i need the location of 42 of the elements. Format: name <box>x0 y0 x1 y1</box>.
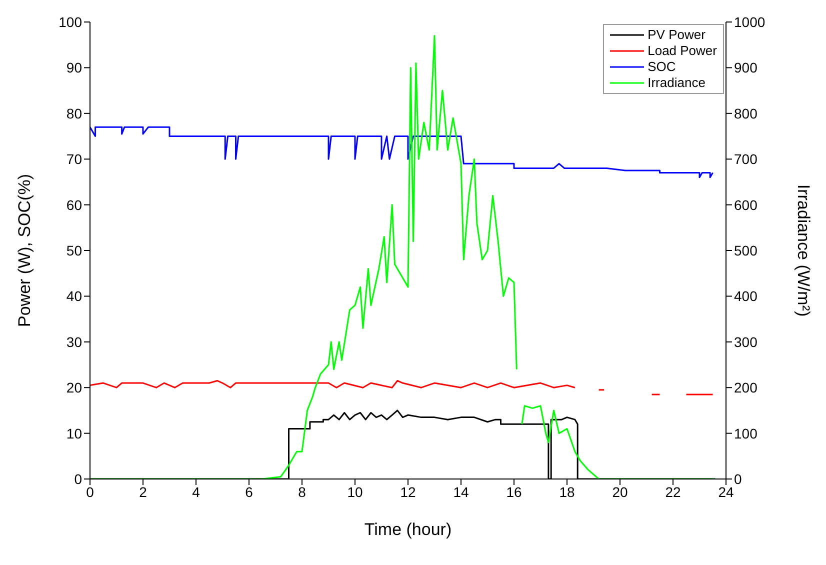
x-tick-label: 0 <box>86 484 94 500</box>
x-tick-label: 4 <box>192 484 200 500</box>
y-tick-label: 0 <box>74 470 82 487</box>
y2-tick-label: 0 <box>734 470 742 487</box>
y-tick-label: 60 <box>66 196 82 213</box>
x-tick-label: 14 <box>453 484 469 500</box>
legend-label: Load Power <box>648 43 717 59</box>
y-tick-label: 100 <box>58 14 82 30</box>
y2-tick-label: 800 <box>734 105 758 122</box>
x-tick-label: 18 <box>559 484 575 500</box>
x-tick-label: 6 <box>245 484 254 500</box>
y-tick-label: 10 <box>66 425 82 442</box>
legend-label: SOC <box>648 59 676 75</box>
y2-tick-label: 300 <box>734 334 758 350</box>
y2-tick-label: 900 <box>734 60 758 76</box>
y2-tick-label: 400 <box>734 288 758 304</box>
y2-tick-label: 100 <box>734 425 758 442</box>
y-tick-label: 30 <box>66 334 82 350</box>
y-tick-label: 70 <box>66 151 82 168</box>
legend-label: Irradiance <box>648 75 706 91</box>
y2-tick-label: 500 <box>734 242 758 258</box>
y2-axis-title: Irradiance (W/m²) <box>794 184 813 317</box>
x-axis-title: Time (hour) <box>364 520 452 539</box>
y-axis-title: Power (W), SOC(%) <box>15 174 34 327</box>
x-tick-label: 20 <box>612 484 628 500</box>
x-tick-label: 8 <box>298 484 306 500</box>
x-tick-label: 22 <box>665 484 681 500</box>
y-tick-label: 90 <box>66 60 82 76</box>
x-tick-label: 10 <box>347 484 363 500</box>
legend-label: PV Power <box>648 27 706 43</box>
x-tick-label: 2 <box>139 484 148 500</box>
x-tick-label: 12 <box>400 484 416 500</box>
y2-tick-label: 1000 <box>734 14 766 30</box>
x-tick-label: 16 <box>506 484 522 500</box>
y-tick-label: 20 <box>66 380 82 396</box>
y2-tick-label: 700 <box>734 151 758 168</box>
y-tick-label: 50 <box>66 242 82 258</box>
x-tick-label: 24 <box>718 484 734 500</box>
y2-tick-label: 600 <box>734 196 758 213</box>
y2-tick-label: 200 <box>734 380 758 396</box>
y-tick-label: 40 <box>66 288 82 304</box>
y-tick-label: 80 <box>66 105 82 122</box>
